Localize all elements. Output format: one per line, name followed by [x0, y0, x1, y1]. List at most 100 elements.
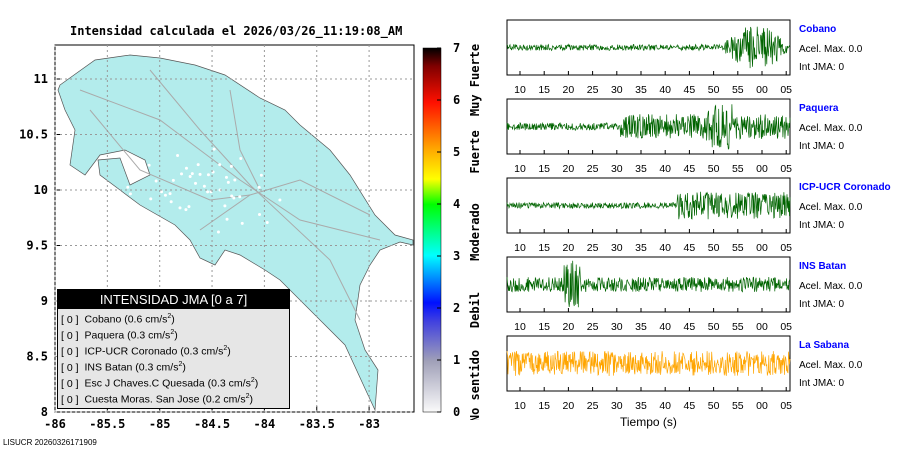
- city-dot: [190, 172, 194, 176]
- station-int: Int JMA: 0: [799, 62, 845, 73]
- colorbar-tick-label: 3: [453, 249, 460, 263]
- time-tick-label: 35: [635, 163, 647, 175]
- time-tick-label: 50: [708, 400, 720, 412]
- city-dot: [184, 208, 188, 212]
- colorbar-tick-label: 5: [453, 145, 460, 159]
- waveform-trace: [506, 350, 791, 377]
- road: [79, 89, 381, 241]
- colorbar-tick-label: 6: [453, 93, 460, 107]
- time-tick-label: 20: [563, 84, 575, 96]
- map-frame: [54, 44, 415, 413]
- station-int: Int JMA: 0: [799, 220, 845, 231]
- waveform-trace: [506, 26, 791, 69]
- intensity-map: -86 -85.5 -85 -84.5 -84 -83.5 -83 11 10.5 10 9.5 9 8…: [19, 44, 415, 431]
- time-tick-label: 55: [732, 242, 744, 254]
- city-dot: [232, 196, 236, 200]
- station-name: Paquera: [799, 103, 839, 114]
- colorbar-tick-label: 1: [453, 353, 460, 367]
- time-tick-label: 20: [563, 163, 575, 175]
- legend-item-end: ): [227, 345, 231, 358]
- station-int: Int JMA: 0: [799, 378, 845, 389]
- city-dot: [233, 178, 237, 182]
- time-tick-label: 35: [635, 321, 647, 333]
- road: [199, 179, 371, 231]
- station-acel: Acel. Max. 0.0: [799, 202, 863, 213]
- legend-item-sup: 2: [167, 313, 172, 320]
- city-dot: [184, 166, 188, 170]
- map-title: Intensidad calculada el 2026/03/26_11:19…: [70, 24, 403, 38]
- station-int: Int JMA: 0: [799, 299, 845, 310]
- time-tick-label: 45: [684, 400, 696, 412]
- colorbar-tick-label: 0: [453, 405, 460, 419]
- time-tick-label: 35: [635, 84, 647, 96]
- time-tick-label: 40: [659, 84, 671, 96]
- city-dot: [202, 184, 206, 188]
- time-tick-label: 25: [587, 400, 599, 412]
- time-tick-label: 25: [587, 242, 599, 254]
- intensity-legend: INTENSIDAD JMA [0 a 7] [ 0 ] Cobano (0.6 …: [57, 289, 290, 409]
- city-dot: [226, 180, 230, 184]
- time-tick-label: 25: [587, 163, 599, 175]
- footer-id: LISUCR 20260326171909: [3, 438, 97, 447]
- time-tick-label: 50: [708, 84, 720, 96]
- city-dot: [206, 190, 210, 194]
- road: [89, 109, 251, 201]
- time-tick-label: 55: [732, 163, 744, 175]
- city-dot: [218, 163, 222, 167]
- legend-item-end: ): [171, 313, 175, 326]
- waveform-trace: [506, 104, 791, 150]
- city-dot: [212, 147, 216, 151]
- legend-item-end: ): [174, 329, 178, 342]
- intensity-category-label: Moderado: [468, 203, 482, 261]
- legend-item-sup: 2: [178, 361, 183, 368]
- time-tick-label: 10: [514, 84, 526, 96]
- station-name: INS Batan: [799, 261, 847, 272]
- time-tick-label: 15: [538, 163, 550, 175]
- city-dot: [178, 206, 182, 210]
- city-dot: [196, 163, 200, 167]
- time-tick-label: 30: [611, 242, 623, 254]
- time-tick-label: 50: [708, 321, 720, 333]
- time-tick-label: 30: [611, 84, 623, 96]
- city-dot: [140, 209, 144, 213]
- y-tick-label: 8.5: [26, 350, 48, 364]
- station-acel: Acel. Max. 0.0: [799, 44, 863, 55]
- time-tick-label: 25: [587, 84, 599, 96]
- city-dot: [154, 179, 158, 183]
- waveform-trace: [506, 260, 791, 308]
- time-tick-label: 15: [538, 321, 550, 333]
- intensity-category-label: No sentido: [468, 350, 482, 420]
- station-name: La Sabana: [799, 340, 850, 351]
- city-dot: [225, 217, 229, 221]
- legend-item-name: Esc J Chaves.C Quesada (0.3 cm/s: [84, 377, 251, 390]
- city-dot: [258, 212, 262, 216]
- city-dot: [169, 200, 173, 204]
- legend-item-int: [ 0 ]: [61, 345, 79, 358]
- x-tick-label: -84: [254, 417, 276, 431]
- legend-item-sup: 2: [245, 393, 250, 400]
- time-tick-label: 05: [780, 400, 792, 412]
- time-tick-label: 10: [514, 163, 526, 175]
- legend-item-int: [ 0 ]: [61, 393, 79, 406]
- legend-item: [ 0 ] Esc J Chaves.C Quesada (0.3 cm/s2): [58, 373, 289, 390]
- legend-item-sup: 2: [223, 345, 228, 352]
- x-tick-label: -85: [149, 417, 171, 431]
- station-acel: Acel. Max. 0.0: [799, 123, 863, 134]
- legend-item-end: ): [254, 377, 259, 390]
- time-tick-label: 50: [708, 163, 720, 175]
- city-dot: [163, 222, 167, 226]
- city-dot: [216, 230, 220, 234]
- time-tick-label: 15: [538, 400, 550, 412]
- time-tick-label: 55: [732, 84, 744, 96]
- legend-item: [ 0 ] ICP-UCR Coronado (0.3 cm/s2): [58, 341, 289, 358]
- legend-item-name: Paquera (0.3 cm/s: [84, 329, 171, 342]
- city-dot: [123, 228, 127, 232]
- time-tick-label: 30: [611, 163, 623, 175]
- road: [149, 69, 361, 321]
- time-tick-label: 40: [659, 400, 671, 412]
- city-dot: [230, 194, 234, 198]
- time-tick-label: 40: [659, 163, 671, 175]
- road: [229, 89, 261, 191]
- city-dot: [259, 173, 263, 177]
- time-axis-label: Tiempo (s): [620, 415, 677, 429]
